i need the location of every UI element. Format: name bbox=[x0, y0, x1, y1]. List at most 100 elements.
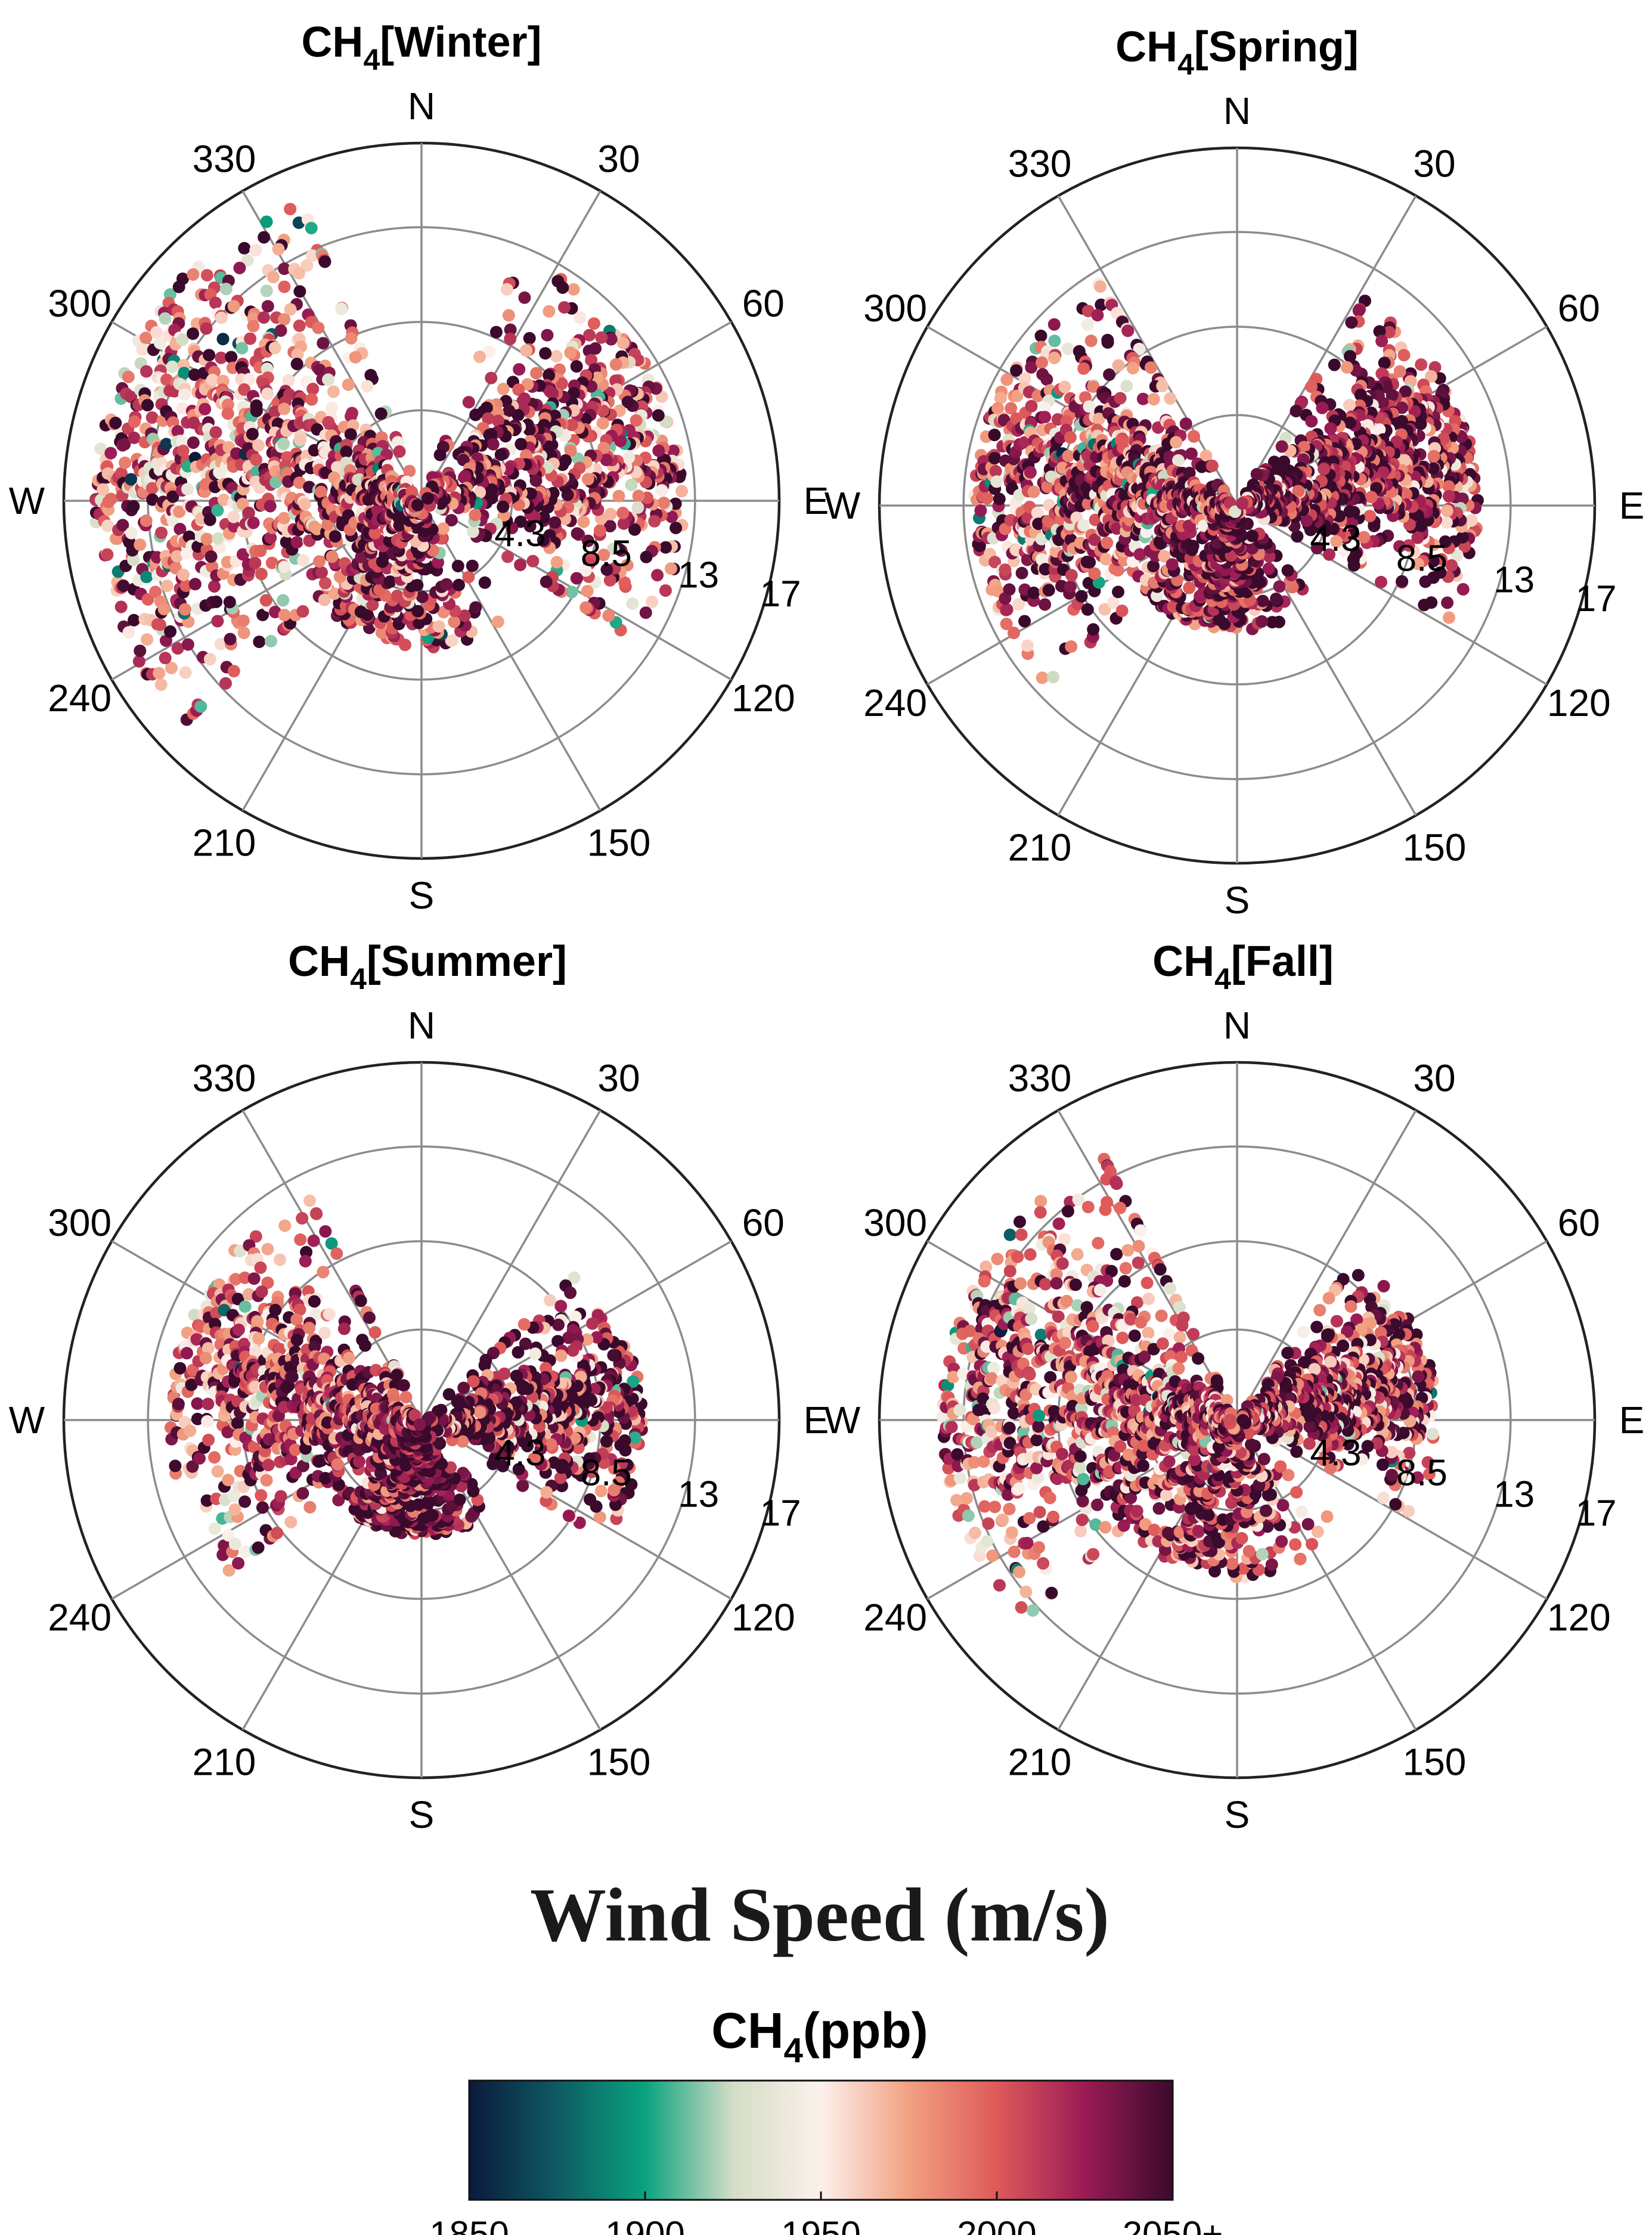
scatter-point bbox=[315, 485, 327, 498]
scatter-point bbox=[587, 317, 600, 330]
scatter-point bbox=[160, 373, 173, 386]
scatter-point bbox=[335, 302, 348, 315]
scatter-point bbox=[255, 1285, 268, 1298]
scatter-point bbox=[274, 1490, 287, 1503]
scatter-point bbox=[655, 484, 668, 497]
scatter-point bbox=[290, 536, 303, 549]
scatter-point bbox=[136, 343, 149, 356]
scatter-point bbox=[250, 404, 263, 417]
scatter-point bbox=[200, 532, 213, 545]
scatter-point bbox=[632, 489, 645, 503]
scatter-point bbox=[1027, 586, 1040, 599]
scatter-point bbox=[221, 398, 234, 411]
scatter-point bbox=[204, 550, 218, 563]
scatter-point bbox=[600, 1435, 613, 1448]
scatter-point bbox=[140, 514, 153, 527]
scatter-point bbox=[516, 1479, 529, 1492]
scatter-point bbox=[232, 1323, 245, 1337]
angle-tick-label: 330 bbox=[1008, 142, 1072, 185]
angle-tick-label: W bbox=[9, 479, 45, 522]
scatter-point bbox=[1064, 580, 1077, 593]
scatter-point bbox=[172, 280, 185, 293]
scatter-point bbox=[318, 593, 331, 606]
scatter-point bbox=[640, 550, 653, 563]
scatter-point bbox=[1077, 519, 1090, 532]
scatter-point bbox=[1034, 329, 1047, 342]
scatter-point bbox=[1018, 372, 1031, 385]
scatter-point bbox=[340, 445, 353, 458]
scatter-point bbox=[523, 423, 536, 436]
scatter-point bbox=[178, 388, 191, 401]
scatter-point bbox=[178, 603, 191, 616]
scatter-point bbox=[305, 222, 318, 235]
scatter-point bbox=[1081, 318, 1094, 331]
scatter-point bbox=[1290, 405, 1303, 418]
scatter-point bbox=[104, 492, 117, 506]
scatter-point bbox=[361, 608, 374, 621]
radial-tick-label: 13 bbox=[1493, 559, 1535, 600]
scatter-point bbox=[458, 471, 471, 484]
scatter-point bbox=[342, 378, 355, 391]
scatter-point bbox=[278, 313, 291, 326]
scatter-point bbox=[215, 351, 228, 364]
scatter-point bbox=[256, 608, 269, 621]
scatter-point bbox=[390, 589, 404, 602]
scatter-point bbox=[486, 438, 500, 451]
radial-tick-label: 17 bbox=[760, 574, 801, 615]
scatter-point bbox=[328, 587, 341, 600]
scatter-point bbox=[256, 1501, 269, 1514]
scatter-point bbox=[294, 433, 306, 447]
scatter-point bbox=[166, 514, 179, 528]
scatter-point bbox=[572, 452, 584, 465]
scatter-point bbox=[1025, 361, 1038, 374]
scatter-point bbox=[539, 347, 552, 360]
scatter-point bbox=[200, 322, 213, 335]
scatter-point bbox=[1047, 318, 1061, 331]
scatter-point bbox=[1083, 556, 1096, 569]
scatter-point bbox=[988, 556, 1002, 569]
scatter-point bbox=[349, 351, 362, 364]
scatter-point bbox=[203, 513, 216, 526]
scatter-point bbox=[217, 493, 230, 506]
scatter-point bbox=[173, 1362, 187, 1375]
scatter-point bbox=[537, 534, 550, 547]
scatter-point bbox=[169, 1459, 182, 1473]
scatter-point bbox=[581, 473, 594, 486]
scatter-point bbox=[236, 548, 249, 561]
scatter-point bbox=[261, 300, 274, 313]
scatter-point bbox=[1415, 358, 1428, 371]
scatter-point bbox=[517, 1318, 531, 1331]
scatter-point bbox=[290, 1334, 303, 1347]
scatter-point bbox=[303, 1322, 316, 1335]
scatter-point bbox=[1120, 380, 1133, 392]
scatter-point bbox=[462, 396, 475, 409]
scatter-point bbox=[247, 320, 260, 333]
scatter-point bbox=[222, 1474, 235, 1486]
scatter-point bbox=[225, 351, 238, 364]
plot-title: CH4[Winter] bbox=[301, 18, 541, 76]
scatter-point bbox=[127, 500, 140, 513]
scatter-point bbox=[160, 579, 173, 593]
scatter-point bbox=[255, 1489, 268, 1502]
scatter-point bbox=[554, 1349, 568, 1362]
scatter-point bbox=[194, 700, 207, 713]
scatter-point bbox=[227, 300, 240, 313]
scatter-point bbox=[125, 473, 138, 486]
scatter-point bbox=[368, 526, 382, 540]
scatter-point bbox=[125, 526, 138, 540]
scatter-point bbox=[118, 438, 131, 451]
scatter-point bbox=[1112, 359, 1125, 372]
scatter-point bbox=[271, 1526, 284, 1539]
plot-title: CH4[Summer] bbox=[288, 938, 567, 996]
scatter-point bbox=[264, 531, 277, 544]
scatter-point bbox=[278, 512, 291, 525]
scatter-point bbox=[303, 1501, 317, 1514]
scatter-point bbox=[208, 580, 221, 593]
grid-spoke bbox=[420, 500, 602, 811]
scatter-point bbox=[1048, 334, 1061, 348]
scatter-point bbox=[469, 408, 482, 421]
scatter-point bbox=[514, 438, 528, 451]
scatter-point bbox=[264, 500, 277, 513]
scatter-point bbox=[665, 510, 678, 523]
